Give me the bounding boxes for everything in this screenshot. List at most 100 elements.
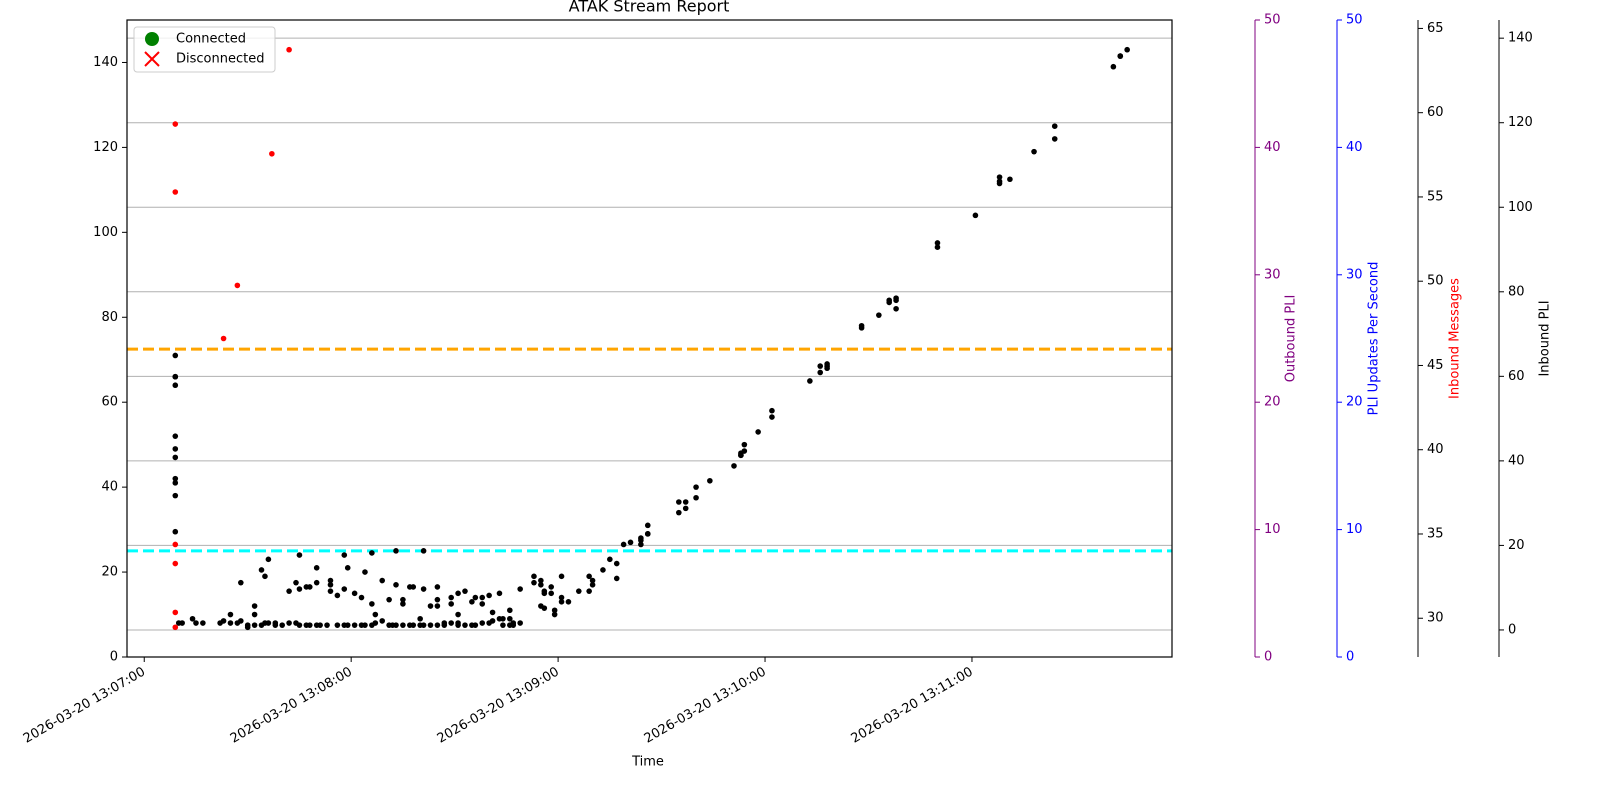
- legend: Connected Disconnected: [133, 26, 276, 73]
- y-tick-label: 60: [1508, 369, 1525, 384]
- data-point: [334, 622, 341, 628]
- data-point: [265, 620, 272, 626]
- data-point: [769, 414, 775, 420]
- data-point: [607, 556, 613, 563]
- data-point: [531, 573, 537, 580]
- y-tick-label: 50: [1427, 274, 1444, 289]
- data-point: [548, 590, 555, 597]
- data-point: [400, 601, 406, 607]
- data-point: [286, 620, 292, 626]
- axis-label: Inbound PLI: [1538, 300, 1553, 376]
- y-tick-label: 100: [1508, 200, 1533, 215]
- data-point: [220, 618, 227, 624]
- data-point: [755, 429, 761, 435]
- data-point: [644, 522, 651, 529]
- data-point: [172, 373, 179, 380]
- data-point: [334, 592, 341, 599]
- data-point: [1051, 136, 1058, 142]
- data-point: [393, 548, 399, 554]
- data-point: [279, 622, 285, 628]
- data-point: [589, 577, 596, 584]
- y-tick-label: 0: [1264, 650, 1272, 665]
- data-point: [531, 579, 537, 586]
- data-point: [996, 178, 1003, 185]
- data-point: [676, 499, 682, 505]
- data-point: [410, 584, 417, 590]
- data-point: [306, 622, 313, 628]
- data-point: [551, 611, 558, 618]
- data-point: [227, 620, 234, 626]
- data-point: [296, 586, 303, 592]
- data-point: [472, 622, 479, 628]
- data-point: [172, 352, 179, 359]
- data-point: [344, 565, 351, 571]
- data-point: [372, 620, 379, 626]
- y-tick-label: 0: [1508, 622, 1516, 637]
- data-point: [876, 312, 882, 318]
- data-point: [807, 378, 813, 384]
- data-point: [1031, 148, 1037, 155]
- data-point: [996, 174, 1003, 180]
- data-point: [558, 598, 565, 605]
- data-point: [507, 607, 513, 614]
- y-tick-label: 80: [1508, 284, 1525, 299]
- data-point: [517, 620, 523, 626]
- data-point: [589, 582, 596, 588]
- data-point: [462, 588, 468, 594]
- data-point: [496, 590, 503, 597]
- data-point: [427, 603, 434, 609]
- data-point: [638, 541, 644, 548]
- data-point: [893, 305, 899, 312]
- y-tick-label: 20: [1508, 538, 1525, 553]
- data-point: [379, 618, 386, 624]
- axis-label: Inbound Messages: [1448, 278, 1463, 399]
- data-point: [172, 528, 179, 535]
- grid: [127, 37, 1172, 631]
- data-point: [172, 541, 179, 548]
- data-point: [620, 541, 627, 548]
- data-point: [613, 560, 620, 567]
- data-point: [565, 598, 572, 605]
- y-tick-label: 30: [1264, 267, 1281, 282]
- y-tick-label: 10: [1346, 522, 1363, 537]
- data-point: [172, 560, 179, 567]
- x-tick-label: 2026-03-20 13:07:00: [21, 665, 148, 747]
- data-point: [600, 567, 606, 573]
- data-point: [586, 573, 592, 580]
- y-tick-label: 40: [101, 480, 118, 495]
- data-point: [296, 552, 303, 558]
- data-point: [824, 363, 830, 369]
- data-point: [358, 594, 365, 601]
- y-tick-label: 40: [1346, 140, 1363, 155]
- data-point: [369, 550, 375, 556]
- data-point: [341, 586, 348, 592]
- data-point: [586, 588, 592, 594]
- data-point: [455, 611, 461, 618]
- data-point: [172, 121, 179, 127]
- data-point: [1117, 53, 1124, 59]
- data-point: [351, 622, 358, 628]
- data-point: [262, 573, 268, 580]
- data-point: [1110, 63, 1117, 70]
- data-point: [272, 622, 279, 628]
- data-point: [286, 588, 292, 594]
- legend-box: [133, 26, 276, 73]
- y-tick-label: 20: [101, 565, 118, 580]
- data-point: [238, 618, 244, 624]
- data-point: [893, 295, 899, 301]
- data-point: [627, 539, 634, 546]
- y-tick-label: 50: [1346, 13, 1363, 28]
- data-point: [172, 454, 179, 461]
- legend-label: Connected: [176, 32, 246, 47]
- y-tick-label: 140: [1508, 31, 1533, 46]
- plot-frame: [126, 19, 1173, 658]
- data-point: [644, 531, 651, 537]
- data-point: [472, 594, 479, 601]
- data-point: [296, 622, 303, 628]
- data-point: [693, 494, 699, 501]
- axis-label: PLI Updates Per Second: [1367, 262, 1382, 416]
- y-tick-label: 10: [1264, 522, 1281, 537]
- data-point: [469, 598, 475, 605]
- data-point: [172, 382, 179, 389]
- data-point: [541, 605, 548, 611]
